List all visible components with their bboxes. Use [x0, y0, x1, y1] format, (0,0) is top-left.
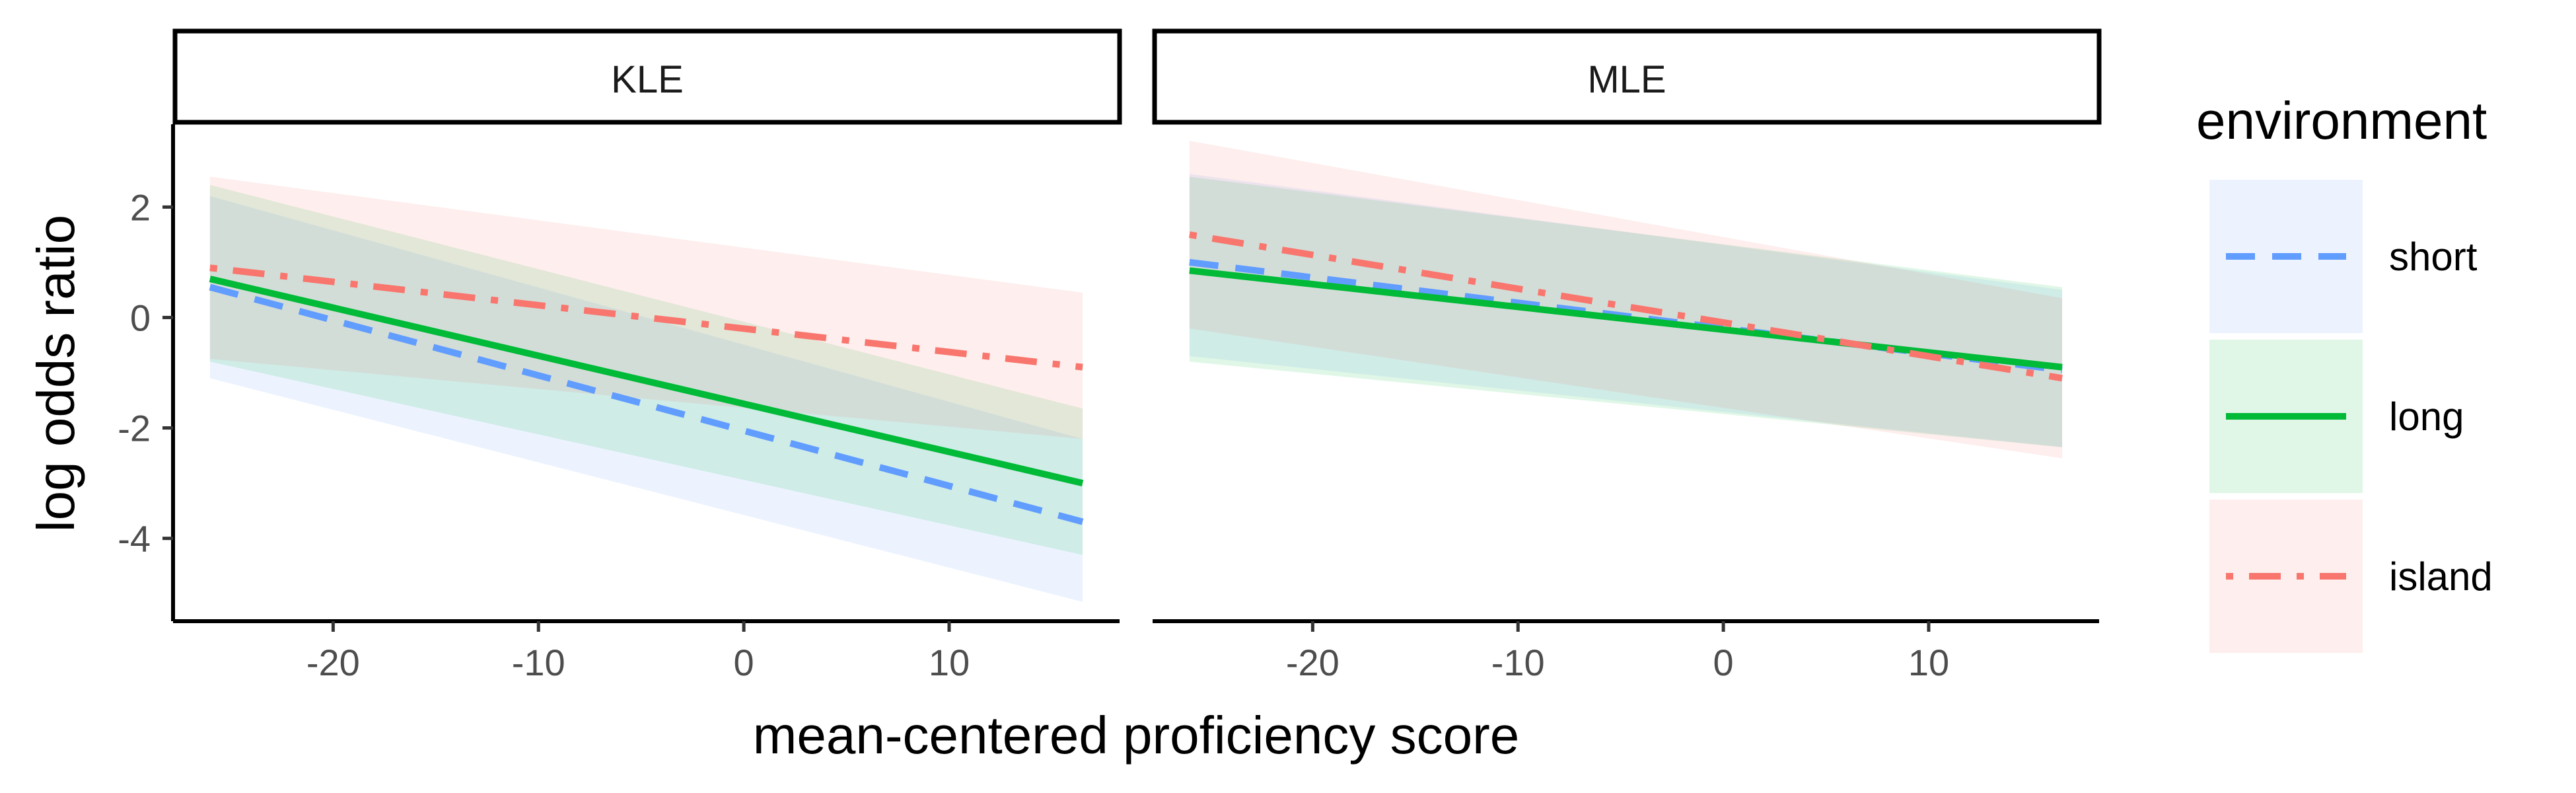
y-tick-label: 2 [130, 186, 151, 228]
legend: environment short long island [2196, 91, 2493, 653]
ribbon-kle-short [209, 196, 1083, 602]
legend-label-island: island [2389, 554, 2493, 599]
legend-label-long: long [2389, 395, 2464, 439]
panel-kle [209, 176, 1084, 602]
legend-title: environment [2196, 91, 2487, 150]
x-axis-ticks-kle: -20 -10 0 10 [306, 621, 970, 683]
ribbon-mle-island [1189, 141, 2063, 459]
line-mle-island [1189, 231, 2063, 382]
facet-strip-mle: MLE [1152, 28, 2102, 125]
x-axis-ticks-mle: -20 -10 0 10 [1286, 621, 1949, 683]
ribbon-mle-long [1189, 176, 2063, 447]
x-tick-label: 10 [929, 642, 970, 683]
x-tick-label: -20 [306, 642, 360, 683]
y-axis-title: log odds ratio [26, 215, 85, 532]
x-tick-label: -10 [512, 642, 565, 683]
line-kle-island [209, 264, 1083, 371]
y-tick-label: -2 [118, 408, 151, 449]
facet-strip-label-kle: KLE [611, 58, 684, 101]
x-tick-label: -10 [1491, 642, 1545, 683]
ribbon-mle-short [1189, 174, 2063, 447]
legend-label-short: short [2389, 235, 2478, 279]
x-tick-label: 0 [1713, 642, 1734, 683]
x-tick-label: 10 [1908, 642, 1949, 683]
facet-strip-label-mle: MLE [1587, 58, 1666, 101]
line-kle-long [209, 276, 1084, 486]
x-tick-label: -20 [1286, 642, 1340, 683]
y-tick-label: -4 [118, 518, 151, 560]
x-tick-label: 0 [734, 642, 754, 683]
panel-mle [1189, 141, 2063, 459]
facet-strip-kle: KLE [172, 28, 1122, 125]
ribbon-kle-island [209, 176, 1083, 439]
ribbon-kle-long [209, 184, 1083, 555]
x-axis-title: mean-centered proficiency score [753, 706, 1520, 765]
y-axis-ticks: 2 0 -2 -4 [118, 186, 173, 560]
line-kle-short [209, 283, 1084, 525]
y-tick-label: 0 [130, 297, 151, 338]
